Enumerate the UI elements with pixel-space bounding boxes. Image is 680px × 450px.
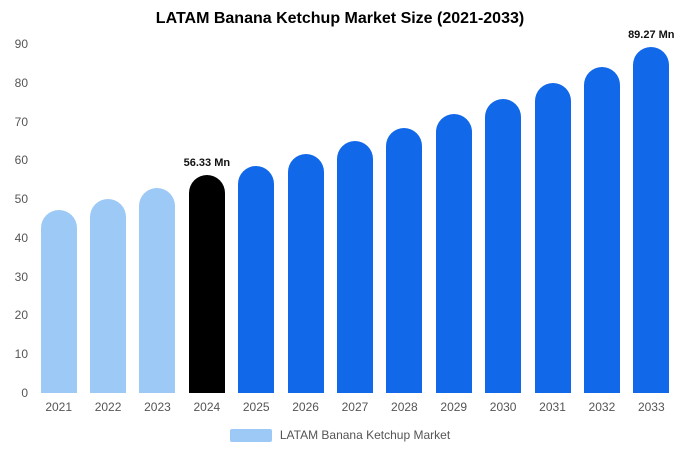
- bar-2021: [40, 209, 77, 393]
- legend-swatch: [229, 428, 272, 442]
- y-tick-label: 0: [21, 386, 28, 400]
- bar-2033: [633, 46, 670, 393]
- x-tick-label: 2022: [94, 400, 122, 414]
- bar-value-label: 56.33 Mn: [183, 156, 231, 169]
- x-tick-label: 2024: [193, 400, 221, 414]
- x-tick-label: 2032: [588, 400, 616, 414]
- bar-2022: [90, 198, 127, 393]
- bar-2031: [534, 83, 571, 393]
- x-tick-label: 2027: [341, 400, 369, 414]
- bar-2023: [139, 188, 176, 393]
- bar-2024: [188, 174, 225, 393]
- bar-2025: [238, 165, 275, 393]
- bar-2026: [287, 154, 324, 393]
- bar-2027: [337, 141, 373, 393]
- y-tick-label: 30: [14, 269, 28, 284]
- y-tick-label: 20: [14, 308, 28, 323]
- legend-label: LATAM Banana Ketchup Market: [279, 428, 451, 442]
- x-tick-label: 2030: [489, 400, 517, 414]
- x-tick-label: 2026: [292, 400, 319, 414]
- y-tick-label: 90: [14, 37, 28, 51]
- x-tick-label: 2029: [440, 400, 468, 414]
- bar-2028: [386, 127, 423, 393]
- y-tick-label: 70: [14, 114, 28, 129]
- y-tick-label: 40: [14, 230, 28, 245]
- x-tick-label: 2031: [539, 400, 566, 414]
- x-tick-label: 2023: [144, 400, 171, 414]
- bar-2030: [485, 99, 522, 393]
- y-tick-label: 60: [14, 153, 28, 168]
- x-tick-label: 2028: [391, 400, 418, 414]
- x-tick-label: 2033: [637, 400, 665, 414]
- y-tick-label: 80: [14, 75, 28, 90]
- chart-title: LATAM Banana Ketchup Market Size (2021-2…: [155, 10, 525, 27]
- bar-value-label: 89.27 Mn: [628, 28, 675, 41]
- y-tick-label: 10: [14, 347, 28, 362]
- y-tick-label: 50: [14, 192, 28, 207]
- x-tick-label: 2021: [45, 400, 73, 414]
- bar-2029: [435, 113, 472, 393]
- x-tick-label: 2025: [242, 400, 270, 414]
- bar-2032: [583, 67, 620, 393]
- legend: LATAM Banana Ketchup Market: [0, 428, 680, 442]
